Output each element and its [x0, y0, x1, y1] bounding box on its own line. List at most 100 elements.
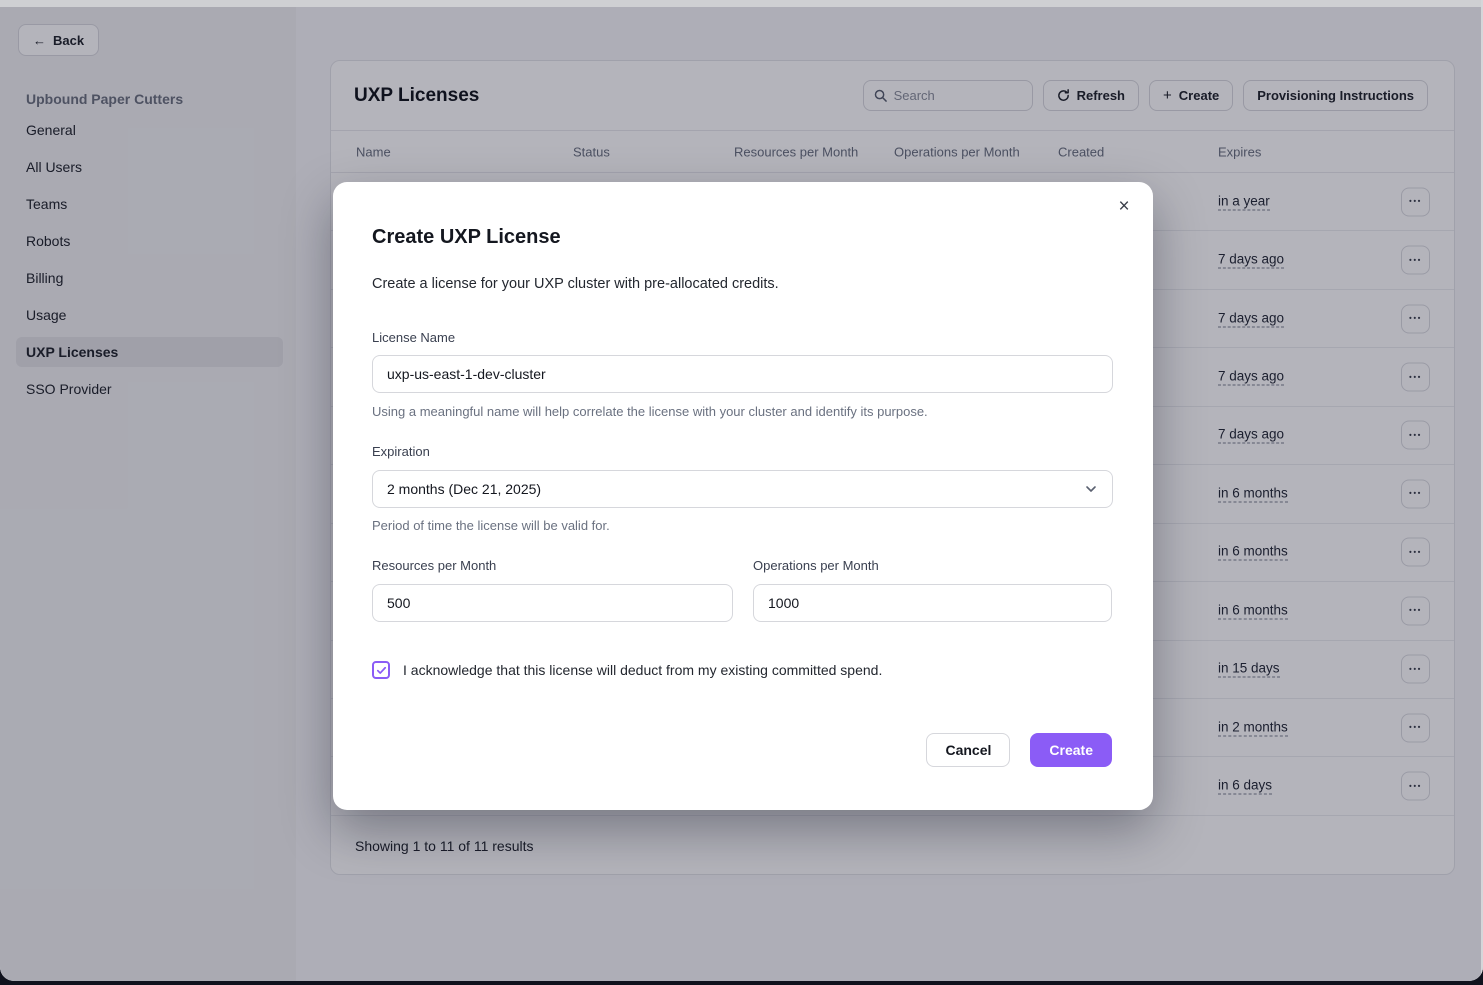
sidebar-item-billing[interactable]: Billing	[16, 263, 283, 293]
create-button[interactable]: + Create	[1149, 80, 1234, 111]
checkmark-icon	[376, 665, 387, 676]
expires-link[interactable]: 7 days ago	[1218, 368, 1285, 386]
sidebar-item-uxp-licenses[interactable]: UXP Licenses	[16, 337, 283, 367]
acknowledge-checkbox[interactable]	[372, 661, 390, 679]
cancel-button[interactable]: Cancel	[926, 733, 1011, 767]
row-menu-button[interactable]: •••	[1401, 304, 1430, 334]
row-menu-button[interactable]: •••	[1401, 713, 1430, 743]
expires-link[interactable]: in a year	[1218, 193, 1270, 211]
expires-link[interactable]: in 6 months	[1218, 485, 1288, 503]
refresh-label: Refresh	[1076, 88, 1126, 103]
close-icon: ×	[1118, 196, 1130, 217]
expires-link[interactable]: in 6 days	[1218, 777, 1273, 795]
modal-description: Create a license for your UXP cluster wi…	[372, 276, 779, 292]
row-menu-button[interactable]: •••	[1401, 187, 1430, 217]
expires-link[interactable]: in 6 months	[1218, 602, 1288, 620]
refresh-icon	[1057, 89, 1070, 102]
create-label: Create	[1178, 88, 1220, 103]
sidebar-item-all-users[interactable]: All Users	[16, 152, 283, 182]
modal-title: Create UXP License	[372, 226, 561, 248]
row-menu-button[interactable]: •••	[1401, 420, 1430, 450]
sidebar-item-teams[interactable]: Teams	[16, 189, 283, 219]
table-footer: Showing 1 to 11 of 11 results	[331, 816, 1454, 874]
results-count: Showing 1 to 11 of 11 results	[355, 837, 534, 854]
search-icon	[874, 89, 887, 102]
plus-icon: +	[1163, 87, 1172, 104]
acknowledgement-row: I acknowledge that this license will ded…	[372, 661, 882, 679]
toolbar: Refresh + Create Provisioning Instructio…	[862, 80, 1428, 111]
sidebar-item-label: All Users	[26, 159, 83, 175]
create-submit-button[interactable]: Create	[1030, 733, 1112, 767]
browser-chrome-edge	[0, 0, 1483, 7]
acknowledgement-label: I acknowledge that this license will ded…	[403, 662, 883, 678]
chevron-down-icon	[1084, 482, 1098, 496]
column-header-name: Name	[356, 144, 391, 159]
resources-per-month-input[interactable]	[372, 584, 733, 622]
close-button[interactable]: ×	[1109, 192, 1139, 222]
window-right-edge	[1481, 0, 1483, 977]
row-menu-button[interactable]: •••	[1401, 537, 1430, 567]
sidebar-item-usage[interactable]: Usage	[16, 300, 283, 330]
expiration-select[interactable]: 2 months (Dec 21, 2025)	[372, 470, 1113, 508]
modal-actions: Cancel Create	[926, 733, 1112, 767]
ellipsis-icon: •••	[1409, 664, 1422, 674]
sidebar-item-label: Usage	[26, 307, 67, 323]
table-row: in 6 days •••	[331, 757, 1454, 816]
panel-header: UXP Licenses Refresh	[331, 61, 1454, 131]
provisioning-label: Provisioning Instructions	[1257, 88, 1414, 103]
column-header-resources: Resources per Month	[734, 144, 859, 159]
create-uxp-license-modal: × Create UXP License Create a license fo…	[333, 182, 1153, 810]
provisioning-instructions-button[interactable]: Provisioning Instructions	[1243, 80, 1428, 111]
sidebar-item-sso-provider[interactable]: SSO Provider	[16, 374, 283, 404]
row-menu-button[interactable]: •••	[1401, 245, 1430, 275]
row-menu-button[interactable]: •••	[1401, 362, 1430, 392]
row-menu-button[interactable]: •••	[1401, 771, 1430, 801]
sidebar-item-general[interactable]: General	[16, 115, 283, 145]
expiration-helper: Period of time the license will be valid…	[372, 518, 610, 533]
operations-per-month-input[interactable]	[753, 584, 1112, 622]
expires-link[interactable]: in 6 months	[1218, 543, 1288, 561]
ellipsis-icon: •••	[1409, 196, 1422, 206]
expiration-value: 2 months (Dec 21, 2025)	[387, 481, 542, 497]
row-menu-button[interactable]: •••	[1401, 654, 1430, 684]
license-name-label: License Name	[372, 330, 456, 345]
expires-link[interactable]: in 15 days	[1218, 660, 1280, 678]
back-button[interactable]: ← Back	[18, 24, 100, 56]
sidebar-item-label: Teams	[26, 196, 68, 212]
ellipsis-icon: •••	[1409, 313, 1422, 323]
sidebar-item-label: SSO Provider	[26, 381, 112, 397]
refresh-button[interactable]: Refresh	[1042, 80, 1140, 111]
ellipsis-icon: •••	[1409, 430, 1422, 440]
expires-link[interactable]: in 2 months	[1218, 719, 1288, 737]
expires-link[interactable]: 7 days ago	[1218, 426, 1285, 444]
ellipsis-icon: •••	[1409, 255, 1422, 265]
ellipsis-icon: •••	[1409, 488, 1422, 498]
license-name-helper: Using a meaningful name will help correl…	[372, 404, 928, 419]
expires-link[interactable]: 7 days ago	[1218, 310, 1285, 328]
ellipsis-icon: •••	[1409, 722, 1422, 732]
arrow-left-icon: ←	[33, 32, 46, 48]
column-header-created: Created	[1058, 144, 1105, 159]
ellipsis-icon: •••	[1409, 781, 1422, 791]
table-header: Name Status Resources per Month Operatio…	[331, 131, 1454, 173]
search-box	[862, 80, 1033, 111]
expiration-label: Expiration	[372, 444, 430, 459]
search-input[interactable]	[893, 88, 1022, 103]
column-header-operations: Operations per Month	[894, 144, 1020, 159]
operations-per-month-label: Operations per Month	[753, 558, 879, 573]
sidebar-item-label: Billing	[26, 270, 64, 286]
sidebar: ← Back Upbound Paper Cutters General All…	[0, 7, 296, 981]
column-header-status: Status	[573, 144, 610, 159]
column-header-expires: Expires	[1218, 144, 1262, 159]
sidebar-item-robots[interactable]: Robots	[16, 226, 283, 256]
row-menu-button[interactable]: •••	[1401, 596, 1430, 626]
page-title: UXP Licenses	[354, 84, 480, 106]
expires-link[interactable]: 7 days ago	[1218, 251, 1285, 269]
sidebar-item-label: General	[26, 122, 76, 138]
sidebar-item-label: Robots	[26, 233, 71, 249]
sidebar-item-label: UXP Licenses	[26, 344, 119, 360]
row-menu-button[interactable]: •••	[1401, 479, 1430, 509]
license-name-input[interactable]	[372, 355, 1113, 393]
ellipsis-icon: •••	[1409, 605, 1422, 615]
